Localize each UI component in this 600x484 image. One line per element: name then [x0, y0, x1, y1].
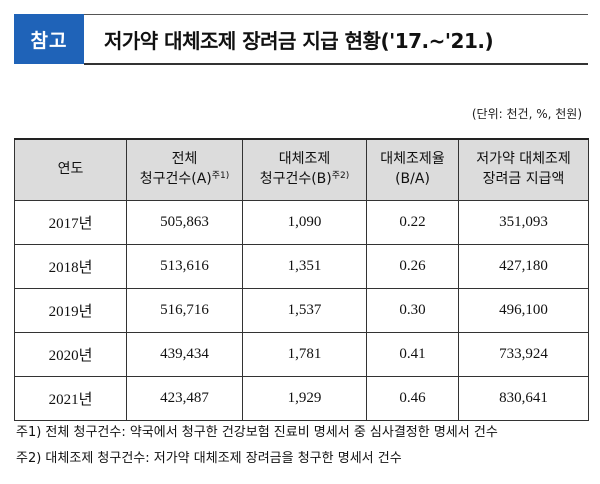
year-cell: 2021년 — [14, 376, 127, 421]
year-cell: 2020년 — [14, 332, 127, 377]
substitution-claims-cell: 1,537 — [242, 288, 367, 333]
incentive-amount-cell: 351,093 — [458, 200, 589, 245]
table-header-row: 연도 전체 청구건수(A)주1) 대체조제 청구건수(B)주2) 대체조제율 (… — [14, 138, 589, 201]
substitution-claims-cell: 1,929 — [242, 376, 367, 421]
total-claims-cell: 505,863 — [126, 200, 243, 245]
substitution-rate-cell: 0.22 — [366, 200, 459, 245]
header: 참고 저가약 대체조제 장려금 지급 현황('17.~'21.) — [14, 14, 588, 65]
total-claims-cell: 439,434 — [126, 332, 243, 377]
total-claims-cell: 423,487 — [126, 376, 243, 421]
reference-badge: 참고 — [14, 14, 84, 64]
incentive-amount-cell: 427,180 — [458, 244, 589, 289]
year-cell: 2018년 — [14, 244, 127, 289]
table-row: 2021년 423,487 1,929 0.46 830,641 — [14, 376, 589, 421]
data-table: 연도 전체 청구건수(A)주1) 대체조제 청구건수(B)주2) 대체조제율 (… — [14, 138, 589, 421]
footnote-1: 주1) 전체 청구건수: 약국에서 청구한 건강보험 진료비 명세서 중 심사결… — [16, 425, 498, 440]
header-total-claims: 전체 청구건수(A)주1) — [126, 138, 243, 201]
year-cell: 2019년 — [14, 288, 127, 333]
header-incentive-amount: 저가약 대체조제 장려금 지급액 — [458, 138, 589, 201]
header-year: 연도 — [14, 138, 127, 201]
year-cell: 2017년 — [14, 200, 127, 245]
footnotes: 주1) 전체 청구건수: 약국에서 청구한 건강보험 진료비 명세서 중 심사결… — [16, 420, 498, 472]
total-claims-cell: 516,716 — [126, 288, 243, 333]
substitution-rate-cell: 0.26 — [366, 244, 459, 289]
substitution-rate-cell: 0.41 — [366, 332, 459, 377]
table-row: 2017년 505,863 1,090 0.22 351,093 — [14, 200, 589, 245]
substitution-claims-cell: 1,351 — [242, 244, 367, 289]
substitution-claims-cell: 1,090 — [242, 200, 367, 245]
substitution-rate-cell: 0.46 — [366, 376, 459, 421]
incentive-amount-cell: 733,924 — [458, 332, 589, 377]
substitution-claims-cell: 1,781 — [242, 332, 367, 377]
table-row: 2018년 513,616 1,351 0.26 427,180 — [14, 244, 589, 289]
table-row: 2019년 516,716 1,537 0.30 496,100 — [14, 288, 589, 333]
total-claims-cell: 513,616 — [126, 244, 243, 289]
footnote-2: 주2) 대체조제 청구건수: 저가약 대체조제 장려금을 청구한 명세서 건수 — [16, 451, 402, 466]
substitution-rate-cell: 0.30 — [366, 288, 459, 333]
table-row: 2020년 439,434 1,781 0.41 733,924 — [14, 332, 589, 377]
incentive-amount-cell: 496,100 — [458, 288, 589, 333]
unit-label: (단위: 천건, %, 천원) — [471, 107, 582, 121]
page-title: 저가약 대체조제 장려금 지급 현황('17.~'21.) — [84, 14, 588, 65]
incentive-amount-cell: 830,641 — [458, 376, 589, 421]
header-substitution-rate: 대체조제율 (B/A) — [366, 138, 459, 201]
header-substitution-claims: 대체조제 청구건수(B)주2) — [242, 138, 367, 201]
